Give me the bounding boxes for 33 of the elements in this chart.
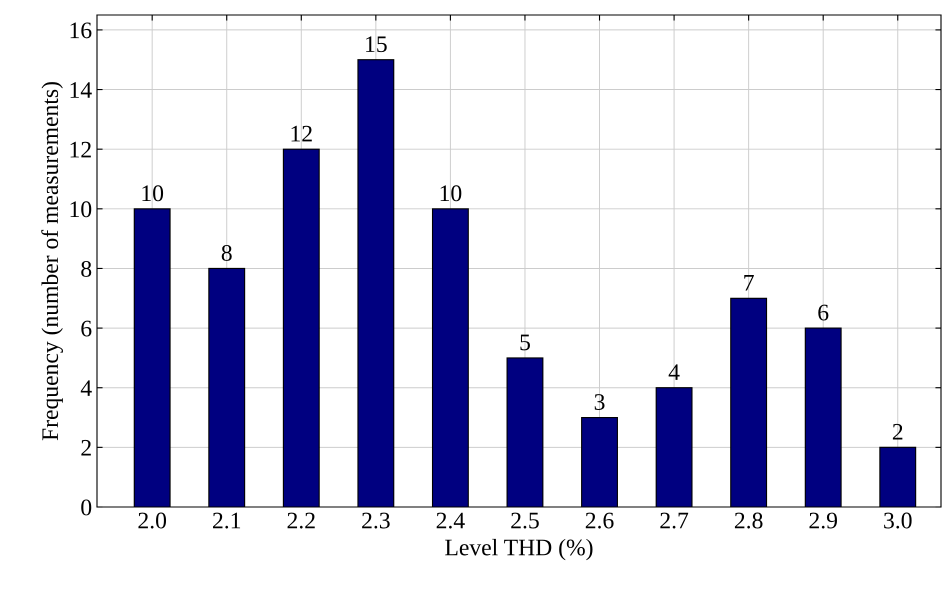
y-tick-label: 10 [70,201,92,218]
data-label: 15 [366,36,387,52]
data-label: 10 [142,185,164,202]
y-tick-label: 16 [70,22,92,38]
x-axis-title: Level THD (%) [445,538,592,560]
y-tick-label: 6 [81,320,92,337]
y-tick-label: 12 [70,142,91,158]
data-label: 4 [668,364,680,380]
data-label: 12 [292,126,312,142]
data-label: 2 [892,424,902,440]
data-label: 10 [440,185,462,202]
x-tick-label: 2.9 [809,512,837,529]
x-tick-label: 2.2 [288,512,315,529]
y-tick-label: 0 [81,499,92,516]
x-tick-label: 2.7 [660,512,688,529]
data-label: 7 [744,275,754,290]
data-label: 8 [222,244,232,261]
y-tick-label: 8 [81,260,92,277]
y-tick-label: 2 [81,440,91,456]
x-tick-label: 2.4 [436,512,465,529]
x-tick-label: 2.8 [734,512,762,529]
x-tick-label: 2.0 [138,512,166,529]
x-tick-label: 2.3 [362,512,390,529]
data-label: 3 [594,394,605,410]
y-tick-label: 4 [80,380,92,396]
x-tick-label: 2.5 [511,512,539,529]
y-tick-label: 14 [70,82,92,98]
y-axis-title: Frequency (number of measurements) [41,82,63,440]
x-tick-label: 3.0 [884,512,912,529]
data-label: 6 [818,304,828,321]
x-tick-label: 2.6 [586,512,614,529]
data-label: 5 [520,334,530,350]
x-tick-label: 2.1 [213,512,240,529]
